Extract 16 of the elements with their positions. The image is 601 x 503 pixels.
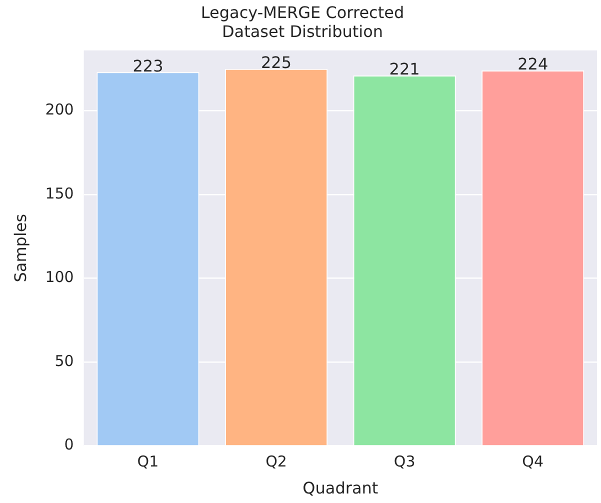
data-label: 225 xyxy=(260,52,292,72)
y-tick-label: 0 xyxy=(64,436,74,454)
data-label: 224 xyxy=(518,54,548,74)
x-tick-label: Q3 xyxy=(394,452,416,471)
x-tick-label: Q1 xyxy=(137,452,159,471)
y-tick-label: 200 xyxy=(45,100,74,119)
y-tick-label: 100 xyxy=(45,268,74,286)
x-axis-title: Quadrant xyxy=(302,478,378,498)
x-tick-label: Q2 xyxy=(266,452,287,471)
data-label: 223 xyxy=(132,56,164,76)
data-label: 221 xyxy=(389,60,420,79)
y-tick-label: 50 xyxy=(54,352,74,370)
chart-title: Legacy-MERGE Corrected Dataset Distribution xyxy=(200,2,404,41)
x-tick-label: Q4 xyxy=(522,452,544,471)
y-axis-title: Samples xyxy=(10,214,30,282)
y-tick-label: 150 xyxy=(45,184,74,202)
